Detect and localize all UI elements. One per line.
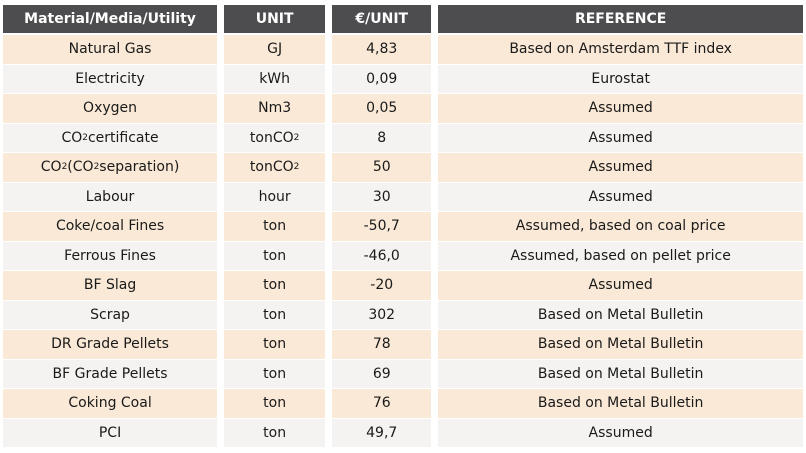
material-text: separation) [99, 159, 180, 176]
unit-cell: ton [224, 271, 326, 301]
reference-cell: Assumed [438, 94, 803, 124]
unit-cell: ton [224, 241, 326, 271]
table-header: Material/Media/Utility UNIT €/UNIT REFER… [3, 5, 803, 33]
table-row: Natural Gas GJ 4,83 Based on Amsterdam T… [3, 35, 803, 65]
price-cell: 69 [332, 359, 432, 389]
unit-text: tonCO [249, 159, 294, 176]
table-row: Ferrous Fines ton -46,0 Assumed, based o… [3, 241, 803, 271]
material-cell: CO 2 (CO 2 separation) [3, 153, 218, 183]
unit-cell: kWh [224, 64, 326, 94]
reference-cell: Assumed [438, 123, 803, 153]
reference-cell: Based on Metal Bulletin [438, 389, 803, 419]
reference-cell: Assumed, based on pellet price [438, 241, 803, 271]
price-cell: 8 [332, 123, 432, 153]
material-cell: Ferrous Fines [3, 241, 218, 271]
table-row: PCI ton 49,7 Assumed [3, 418, 803, 448]
reference-cell: Assumed [438, 153, 803, 183]
cost-table: Material/Media/Utility UNIT €/UNIT REFER… [3, 5, 803, 448]
reference-cell: Based on Metal Bulletin [438, 300, 803, 330]
table-row: Electricity kWh 0,09 Eurostat [3, 64, 803, 94]
material-cell: Labour [3, 182, 218, 212]
material-cell: Coking Coal [3, 389, 218, 419]
reference-cell: Based on Amsterdam TTF index [438, 35, 803, 65]
material-cell: Natural Gas [3, 35, 218, 65]
header-price: €/UNIT [332, 5, 432, 33]
table-row: Labour hour 30 Assumed [3, 182, 803, 212]
reference-cell: Based on Metal Bulletin [438, 330, 803, 360]
material-cell: Scrap [3, 300, 218, 330]
price-cell: 302 [332, 300, 432, 330]
unit-cell: Nm3 [224, 94, 326, 124]
table-row: DR Grade Pellets ton 78 Based on Metal B… [3, 330, 803, 360]
table-row: CO 2 certificate tonCO 2 8 Assumed [3, 123, 803, 153]
reference-cell: Eurostat [438, 64, 803, 94]
material-text: certificate [87, 129, 159, 146]
price-cell: -50,7 [332, 212, 432, 242]
unit-cell: ton [224, 359, 326, 389]
table-row: BF Slag ton -20 Assumed [3, 271, 803, 301]
reference-cell: Based on Metal Bulletin [438, 359, 803, 389]
price-cell: 76 [332, 389, 432, 419]
price-cell: 50 [332, 153, 432, 183]
material-cell: CO 2 certificate [3, 123, 218, 153]
unit-cell: ton [224, 212, 326, 242]
table-row: CO 2 (CO 2 separation) tonCO 2 50 Assumed [3, 153, 803, 183]
reference-cell: Assumed [438, 271, 803, 301]
reference-cell: Assumed [438, 182, 803, 212]
unit-cell: hour [224, 182, 326, 212]
header-material: Material/Media/Utility [3, 5, 218, 33]
material-cell: PCI [3, 418, 218, 448]
reference-cell: Assumed, based on coal price [438, 212, 803, 242]
material-cell: DR Grade Pellets [3, 330, 218, 360]
material-cell: Electricity [3, 64, 218, 94]
material-cell: Coke/coal Fines [3, 212, 218, 242]
price-cell: 0,09 [332, 64, 432, 94]
unit-cell: tonCO 2 [224, 123, 326, 153]
unit-cell: ton [224, 300, 326, 330]
price-cell: 78 [332, 330, 432, 360]
unit-cell: ton [224, 330, 326, 360]
price-cell: -46,0 [332, 241, 432, 271]
price-cell: 0,05 [332, 94, 432, 124]
unit-cell: ton [224, 418, 326, 448]
table-row: Oxygen Nm3 0,05 Assumed [3, 94, 803, 124]
price-cell: -20 [332, 271, 432, 301]
unit-cell: GJ [224, 35, 326, 65]
material-text: CO [61, 129, 83, 146]
table-row: BF Grade Pellets ton 69 Based on Metal B… [3, 359, 803, 389]
unit-text: tonCO [249, 129, 294, 146]
material-cell: BF Grade Pellets [3, 359, 218, 389]
price-cell: 30 [332, 182, 432, 212]
header-reference: REFERENCE [438, 5, 803, 33]
material-text: CO [40, 159, 62, 176]
price-cell: 49,7 [332, 418, 432, 448]
material-cell: Oxygen [3, 94, 218, 124]
reference-cell: Assumed [438, 418, 803, 448]
material-text: (CO [67, 159, 94, 176]
price-cell: 4,83 [332, 35, 432, 65]
table-row: Coke/coal Fines ton -50,7 Assumed, based… [3, 212, 803, 242]
table-row: Scrap ton 302 Based on Metal Bulletin [3, 300, 803, 330]
table-row: Coking Coal ton 76 Based on Metal Bullet… [3, 389, 803, 419]
material-cell: BF Slag [3, 271, 218, 301]
unit-cell: tonCO 2 [224, 153, 326, 183]
unit-cell: ton [224, 389, 326, 419]
header-unit: UNIT [224, 5, 326, 33]
